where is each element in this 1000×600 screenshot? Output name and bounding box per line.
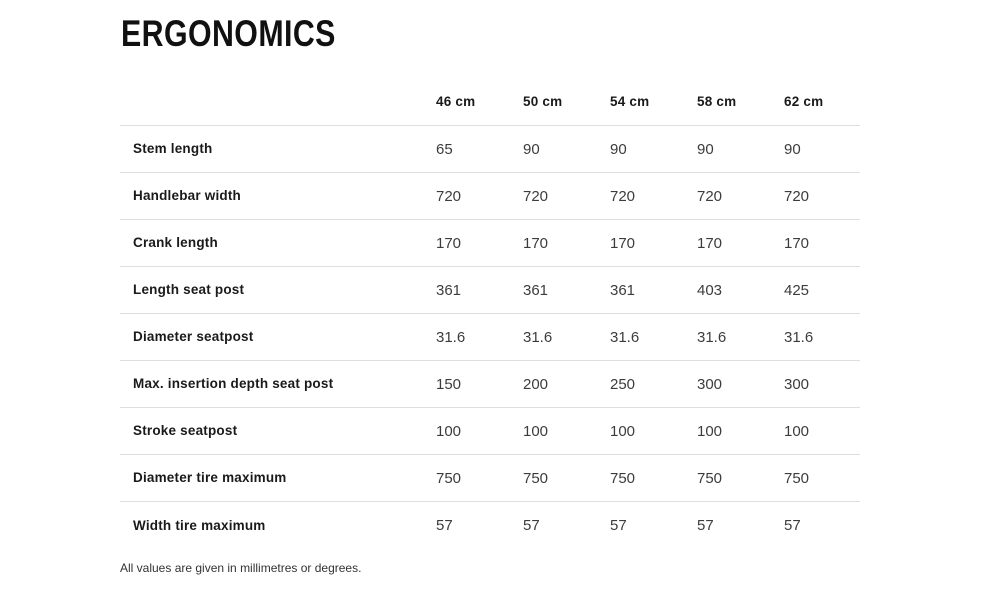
ergonomics-table: 46 cm 50 cm 54 cm 58 cm 62 cm Stem length 65 9… <box>120 79 860 549</box>
row-value: 100 <box>697 422 723 440</box>
table-row: Width tire maximum 57 57 57 57 57 <box>120 502 860 549</box>
table-row: Handlebar width 720 720 720 720 720 <box>120 173 860 220</box>
table-row: Stem length 65 90 90 90 90 <box>120 126 860 173</box>
row-value: 150 <box>436 375 462 393</box>
row-value: 100 <box>610 422 636 440</box>
table-row: Diameter tire maximum 750 750 750 750 750 <box>120 455 860 502</box>
row-value: 200 <box>523 375 549 393</box>
row-value: 750 <box>523 469 549 487</box>
table-row: Crank length 170 170 170 170 170 <box>120 220 860 267</box>
row-value: 170 <box>436 234 462 252</box>
row-label: Width tire maximum <box>133 517 266 533</box>
row-value: 300 <box>784 375 810 393</box>
row-value: 31.6 <box>610 328 640 346</box>
column-header-54-cm: 54 cm <box>610 94 650 110</box>
row-value: 720 <box>436 187 462 205</box>
row-value: 57 <box>436 517 453 534</box>
column-header-46-cm: 46 cm <box>436 94 476 110</box>
row-value: 57 <box>784 517 801 534</box>
page-title: ERGONOMICS <box>121 13 336 54</box>
column-header-50-cm: 50 cm <box>523 94 563 110</box>
row-label: Diameter tire maximum <box>133 470 287 486</box>
row-value: 425 <box>784 281 810 299</box>
row-value: 750 <box>436 469 462 487</box>
row-value: 90 <box>784 140 801 158</box>
row-value: 170 <box>784 234 810 252</box>
row-value: 170 <box>697 234 723 252</box>
row-label: Length seat post <box>133 282 245 298</box>
table-row: Stroke seatpost 100 100 100 100 100 <box>120 408 860 455</box>
table-row: Length seat post 361 361 361 403 425 <box>120 267 860 314</box>
row-value: 90 <box>697 140 714 158</box>
row-value: 750 <box>784 469 810 487</box>
row-value: 750 <box>697 469 723 487</box>
table-row: Max. insertion depth seat post 150 200 250 3… <box>120 361 860 408</box>
row-value: 57 <box>523 517 540 534</box>
row-label: Diameter seatpost <box>133 329 254 345</box>
table-body: Stem length 65 90 90 90 90 Handlebar width 720 7… <box>120 126 860 549</box>
row-value: 720 <box>697 187 723 205</box>
row-value: 65 <box>436 140 453 158</box>
row-value: 31.6 <box>697 328 727 346</box>
row-value: 170 <box>610 234 636 252</box>
table-row: Diameter seatpost 31.6 31.6 31.6 31.6 31.6 <box>120 314 860 361</box>
row-value: 750 <box>610 469 636 487</box>
row-value: 31.6 <box>523 328 553 346</box>
row-value: 90 <box>610 140 627 158</box>
table-footnote: All values are given in millimetres or d… <box>120 561 362 575</box>
row-label: Handlebar width <box>133 188 242 204</box>
row-value: 720 <box>610 187 636 205</box>
row-value: 100 <box>784 422 810 440</box>
table-header-row: 46 cm 50 cm 54 cm 58 cm 62 cm <box>120 79 860 126</box>
row-label: Stroke seatpost <box>133 423 238 439</box>
row-value: 720 <box>523 187 549 205</box>
row-label: Max. insertion depth seat post <box>133 376 334 392</box>
row-value: 300 <box>697 375 723 393</box>
row-label: Stem length <box>133 141 213 157</box>
row-value: 250 <box>610 375 636 393</box>
row-value: 57 <box>610 517 627 534</box>
row-value: 57 <box>697 517 714 534</box>
row-value: 170 <box>523 234 549 252</box>
row-value: 90 <box>523 140 540 158</box>
row-label: Crank length <box>133 235 218 251</box>
row-value: 31.6 <box>784 328 814 346</box>
row-value: 361 <box>436 281 462 299</box>
column-header-62-cm: 62 cm <box>784 94 824 110</box>
column-header-58-cm: 58 cm <box>697 94 737 110</box>
row-value: 31.6 <box>436 328 466 346</box>
row-value: 720 <box>784 187 810 205</box>
row-value: 100 <box>523 422 549 440</box>
row-value: 403 <box>697 281 723 299</box>
row-value: 361 <box>523 281 549 299</box>
row-value: 361 <box>610 281 636 299</box>
row-value: 100 <box>436 422 462 440</box>
